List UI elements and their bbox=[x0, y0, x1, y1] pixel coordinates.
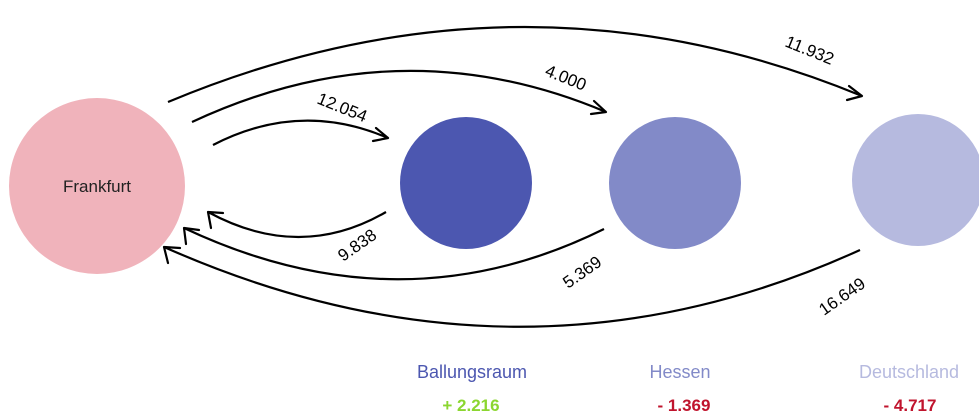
deutschland-name: Deutschland bbox=[859, 362, 959, 382]
hessen-balance: - 1.369 bbox=[658, 396, 711, 415]
flow-to-ballungsraum: 12.054 bbox=[212, 89, 390, 146]
flow-label-to-hessen: 4.000 bbox=[543, 61, 590, 95]
flow-label-from-deutschland: 16.649 bbox=[815, 274, 868, 319]
ballungsraum-balance: + 2.216 bbox=[442, 396, 499, 415]
flow-from-deutschland: 16.649 bbox=[162, 245, 869, 328]
ballungsraum-name: Ballungsraum bbox=[417, 362, 527, 382]
deutschland-node bbox=[852, 114, 979, 246]
frankfurt-label: Frankfurt bbox=[63, 177, 131, 196]
flow-from-ballungsraum: 9.838 bbox=[206, 210, 387, 265]
frankfurt-node bbox=[9, 98, 185, 274]
flow-label-to-deutschland: 11.932 bbox=[783, 32, 837, 69]
flow-from-hessen: 5.369 bbox=[182, 226, 605, 292]
flow-label-from-hessen: 5.369 bbox=[559, 252, 605, 292]
hessen-node bbox=[609, 117, 741, 249]
hessen-name: Hessen bbox=[649, 362, 710, 382]
ballungsraum-node bbox=[400, 117, 532, 249]
deutschland-balance: - 4.717 bbox=[884, 396, 937, 415]
